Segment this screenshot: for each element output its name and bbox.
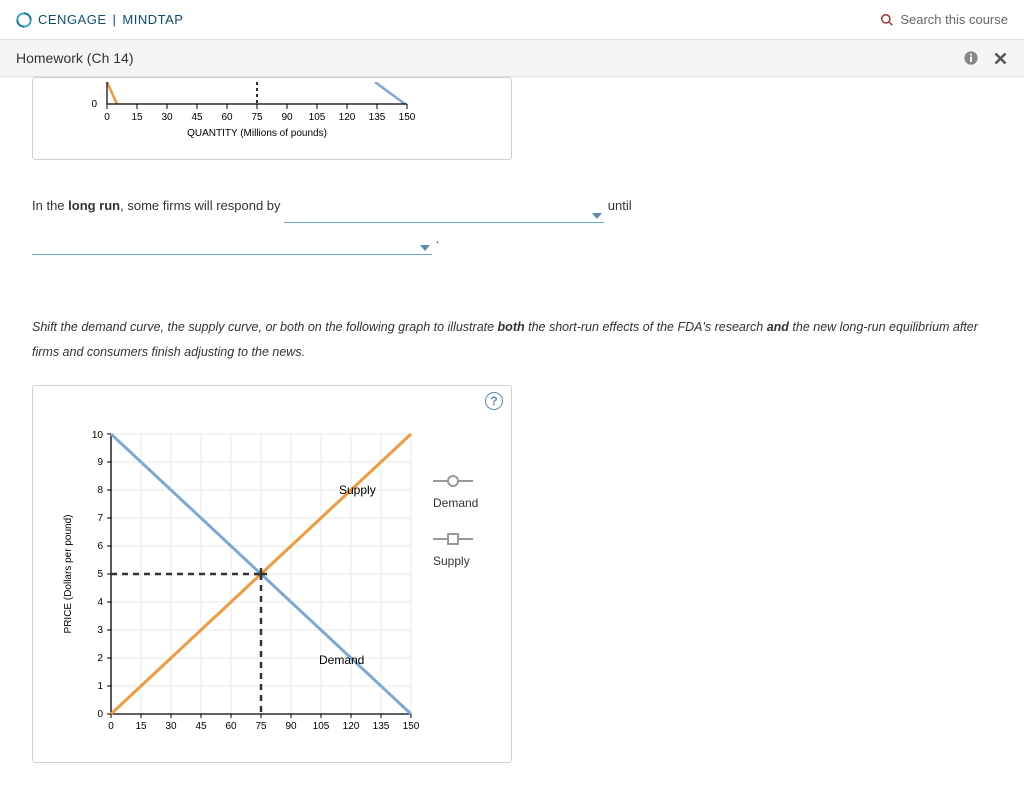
instr-t1: Shift the demand curve, the supply curve… xyxy=(32,320,498,334)
mini-x-ticks: 0 15 30 45 60 75 90 105 120 135 xyxy=(104,104,416,123)
chevron-down-icon xyxy=(592,213,602,219)
svg-text:3: 3 xyxy=(97,625,103,636)
svg-text:7: 7 xyxy=(97,513,103,524)
q-after1: until xyxy=(604,198,631,213)
supply-marker-icon xyxy=(433,532,473,546)
top-bar: CENGAGE | MINDTAP Search this course xyxy=(0,0,1024,40)
mini-blue-line xyxy=(375,82,405,104)
y-tick-labels: 0 1 2 3 4 5 6 7 8 9 10 xyxy=(92,430,111,720)
search-box[interactable]: Search this course xyxy=(880,12,1008,27)
big-chart-container: ? xyxy=(32,385,512,763)
q-bold: long run xyxy=(68,198,120,213)
svg-text:90: 90 xyxy=(281,112,293,123)
y-axis-label: PRICE (Dollars per pound) xyxy=(63,515,74,634)
svg-text:2: 2 xyxy=(97,653,103,664)
svg-text:10: 10 xyxy=(92,430,104,441)
mini-chart-container: 0 0 15 30 45 60 75 90 105 120 xyxy=(32,77,512,160)
question-text: In the long run, some firms will respond… xyxy=(32,190,992,255)
instruction-text: Shift the demand curve, the supply curve… xyxy=(32,315,992,365)
page-title: Homework (Ch 14) xyxy=(16,50,133,66)
chevron-down-icon xyxy=(420,245,430,251)
q-period: . xyxy=(432,231,439,246)
content-area: 0 0 15 30 45 60 75 90 105 120 xyxy=(0,77,1024,795)
help-icon[interactable]: ? xyxy=(485,392,503,410)
svg-text:90: 90 xyxy=(285,721,297,732)
svg-text:8: 8 xyxy=(97,485,103,496)
mini-orange-line xyxy=(107,82,117,104)
instr-t2: the short-run effects of the FDA's resea… xyxy=(525,320,767,334)
svg-text:0: 0 xyxy=(97,709,103,720)
legend-demand[interactable]: Demand xyxy=(433,474,478,510)
svg-text:135: 135 xyxy=(373,721,390,732)
svg-text:4: 4 xyxy=(97,597,103,608)
sub-header: Homework (Ch 14) xyxy=(0,40,1024,77)
svg-text:120: 120 xyxy=(343,721,360,732)
svg-text:0: 0 xyxy=(108,721,114,732)
x-tick-labels: 0 15 30 45 60 75 90 105 120 135 xyxy=(108,714,420,732)
brand-logo-icon xyxy=(16,12,32,28)
svg-text:9: 9 xyxy=(97,457,103,468)
svg-text:6: 6 xyxy=(97,541,103,552)
svg-text:60: 60 xyxy=(225,721,237,732)
svg-text:30: 30 xyxy=(161,112,173,123)
svg-text:5: 5 xyxy=(97,569,103,580)
close-icon[interactable] xyxy=(993,51,1008,66)
brand-name-1: CENGAGE xyxy=(38,12,107,27)
svg-text:15: 15 xyxy=(135,721,147,732)
svg-text:105: 105 xyxy=(309,112,326,123)
svg-text:75: 75 xyxy=(255,721,267,732)
mini-y-zero: 0 xyxy=(91,99,97,110)
q-mid: , some firms will respond by xyxy=(120,198,284,213)
svg-text:1: 1 xyxy=(97,681,103,692)
demand-curve-label: Demand xyxy=(319,653,364,667)
instr-b1: both xyxy=(498,320,525,334)
svg-text:45: 45 xyxy=(195,721,207,732)
legend-supply[interactable]: Supply xyxy=(433,532,478,568)
brand-name-2: MINDTAP xyxy=(122,12,183,27)
mini-x-label: QUANTITY (Millions of pounds) xyxy=(187,128,327,139)
q-prefix: In the xyxy=(32,198,68,213)
search-icon xyxy=(880,13,894,27)
demand-marker-icon xyxy=(433,474,473,488)
instr-b2: and xyxy=(767,320,789,334)
svg-text:15: 15 xyxy=(131,112,143,123)
dropdown-blank-1[interactable] xyxy=(284,222,604,223)
sub-actions xyxy=(963,50,1008,66)
svg-text:45: 45 xyxy=(191,112,203,123)
supply-demand-chart[interactable]: Supply Demand 0 1 2 3 4 5 6 7 8 xyxy=(41,424,421,754)
search-placeholder: Search this course xyxy=(900,12,1008,27)
mini-chart: 0 0 15 30 45 60 75 90 105 120 xyxy=(45,82,495,147)
info-icon[interactable] xyxy=(963,50,979,66)
svg-text:150: 150 xyxy=(403,721,420,732)
svg-text:135: 135 xyxy=(369,112,386,123)
svg-text:60: 60 xyxy=(221,112,233,123)
svg-text:150: 150 xyxy=(399,112,416,123)
svg-text:105: 105 xyxy=(313,721,330,732)
legend-demand-label: Demand xyxy=(433,496,478,510)
chart-legend: Demand Supply xyxy=(433,474,478,590)
svg-text:75: 75 xyxy=(251,112,263,123)
svg-text:120: 120 xyxy=(339,112,356,123)
brand: CENGAGE | MINDTAP xyxy=(16,12,183,28)
svg-text:0: 0 xyxy=(104,112,110,123)
supply-curve-label: Supply xyxy=(339,483,376,497)
dropdown-blank-2[interactable] xyxy=(32,254,432,255)
legend-supply-label: Supply xyxy=(433,554,470,568)
brand-divider: | xyxy=(113,12,117,27)
svg-text:30: 30 xyxy=(165,721,177,732)
